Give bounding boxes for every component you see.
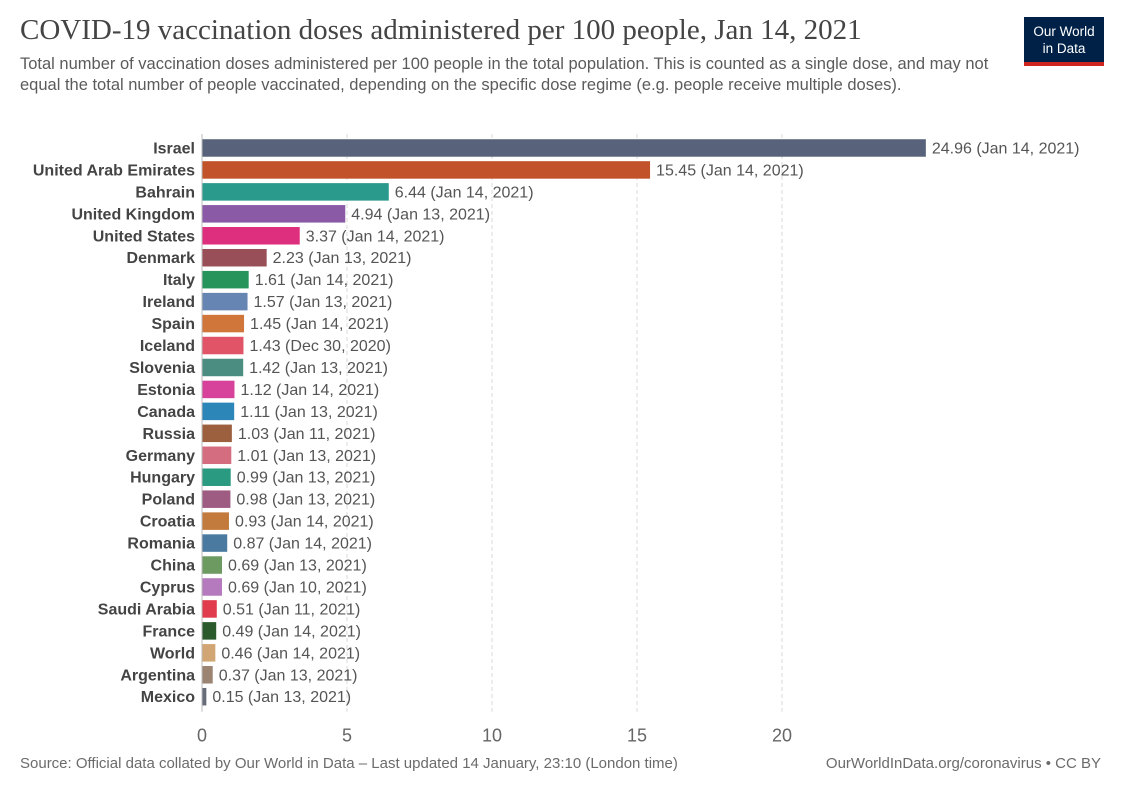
value-label: 0.93 (Jan 14, 2021): [235, 514, 374, 531]
value-label: 1.57 (Jan 13, 2021): [254, 294, 393, 311]
bar: [202, 578, 223, 596]
category-label: Saudi Arabia: [98, 601, 195, 618]
owid-logo[interactable]: Our World in Data: [1024, 17, 1104, 66]
value-label: 1.03 (Jan 11, 2021): [238, 426, 376, 443]
category-label: Russia: [143, 426, 196, 443]
license-link[interactable]: OurWorldInData.org/coronavirus • CC BY: [825, 755, 1101, 772]
bar: [202, 248, 267, 267]
category-label: France: [143, 623, 196, 640]
category-label: Argentina: [120, 667, 195, 684]
category-label: Cyprus: [140, 579, 195, 596]
x-tick-label: 15: [627, 726, 647, 746]
value-label: 0.87 (Jan 14, 2021): [233, 536, 372, 553]
category-label: United Arab Emirates: [33, 162, 195, 179]
x-tick-label: 10: [482, 726, 502, 746]
bar: [202, 666, 213, 684]
bar: [202, 183, 389, 201]
category-label: World: [150, 645, 195, 662]
value-label: 1.01 (Jan 13, 2021): [237, 448, 376, 465]
bar: [202, 205, 346, 223]
bar: [202, 622, 217, 640]
category-label: Israel: [153, 140, 195, 157]
category-label: Ireland: [143, 294, 195, 311]
chart-title: COVID-19 vaccination doses administered …: [20, 14, 862, 46]
value-label: 0.69 (Jan 10, 2021): [228, 579, 367, 596]
bar: [202, 446, 232, 465]
category-label: Iceland: [140, 338, 195, 355]
bar: [202, 512, 229, 530]
category-label: Mexico: [141, 689, 195, 706]
category-label: Romania: [127, 536, 195, 553]
category-label: Germany: [126, 448, 195, 465]
bar: [202, 139, 926, 157]
bar: [202, 380, 235, 399]
x-tick-label: 5: [342, 726, 352, 746]
bar: [202, 161, 651, 179]
value-label: 0.98 (Jan 13, 2021): [236, 492, 375, 509]
value-label: 0.49 (Jan 14, 2021): [222, 623, 361, 640]
bar: [202, 424, 232, 443]
value-label: 0.69 (Jan 13, 2021): [228, 558, 367, 575]
value-label: 3.37 (Jan 14, 2021): [306, 228, 445, 245]
bar: [202, 402, 235, 421]
category-label: Estonia: [137, 382, 195, 399]
category-label: Canada: [137, 404, 195, 421]
category-label: Croatia: [140, 514, 195, 531]
category-label: Hungary: [130, 470, 195, 487]
logo-line-1: Our World: [1033, 24, 1095, 39]
value-label: 1.42 (Jan 13, 2021): [249, 360, 388, 377]
value-label: 2.23 (Jan 13, 2021): [273, 250, 412, 267]
source-note: Source: Official data collated by Our Wo…: [20, 755, 678, 772]
category-label: China: [151, 558, 196, 575]
value-label: 1.45 (Jan 14, 2021): [250, 316, 389, 333]
bar: [202, 490, 231, 508]
category-label: Spain: [151, 316, 195, 333]
chart-subtitle: Total number of vaccination doses admini…: [20, 55, 989, 94]
value-label: 1.61 (Jan 14, 2021): [255, 272, 394, 289]
bar: [202, 227, 300, 245]
bar: [202, 644, 216, 662]
category-label: Poland: [142, 492, 195, 509]
category-label: Denmark: [127, 250, 196, 267]
bar: [202, 600, 217, 618]
value-label: 0.15 (Jan 13, 2021): [212, 689, 351, 706]
value-label: 24.96 (Jan 14, 2021): [932, 140, 1080, 157]
logo-line-2: in Data: [1042, 41, 1086, 56]
bar: [202, 358, 244, 377]
category-label: Slovenia: [129, 360, 195, 377]
bar: [202, 556, 223, 574]
bar: [202, 270, 249, 289]
value-label: 0.51 (Jan 11, 2021): [223, 601, 361, 618]
category-label: United Kingdom: [71, 206, 195, 223]
bar: [202, 336, 244, 355]
value-label: 1.43 (Dec 30, 2020): [249, 338, 390, 355]
value-label: 0.46 (Jan 14, 2021): [221, 645, 360, 662]
x-tick-label: 0: [197, 726, 207, 746]
value-label: 6.44 (Jan 14, 2021): [395, 184, 534, 201]
value-label: 0.99 (Jan 13, 2021): [237, 470, 376, 487]
bar: [202, 534, 228, 552]
value-label: 1.11 (Jan 13, 2021): [240, 404, 378, 421]
x-tick-label: 20: [772, 726, 792, 746]
bar: [202, 292, 248, 311]
category-label: Bahrain: [135, 184, 195, 201]
bar: [202, 468, 231, 486]
bar: [202, 687, 207, 706]
value-label: 1.12 (Jan 14, 2021): [240, 382, 379, 399]
value-label: 4.94 (Jan 13, 2021): [351, 206, 490, 223]
bar: [202, 314, 245, 333]
value-label: 0.37 (Jan 13, 2021): [219, 667, 358, 684]
category-label: United States: [93, 228, 195, 245]
category-label: Italy: [163, 272, 195, 289]
value-label: 15.45 (Jan 14, 2021): [656, 162, 804, 179]
